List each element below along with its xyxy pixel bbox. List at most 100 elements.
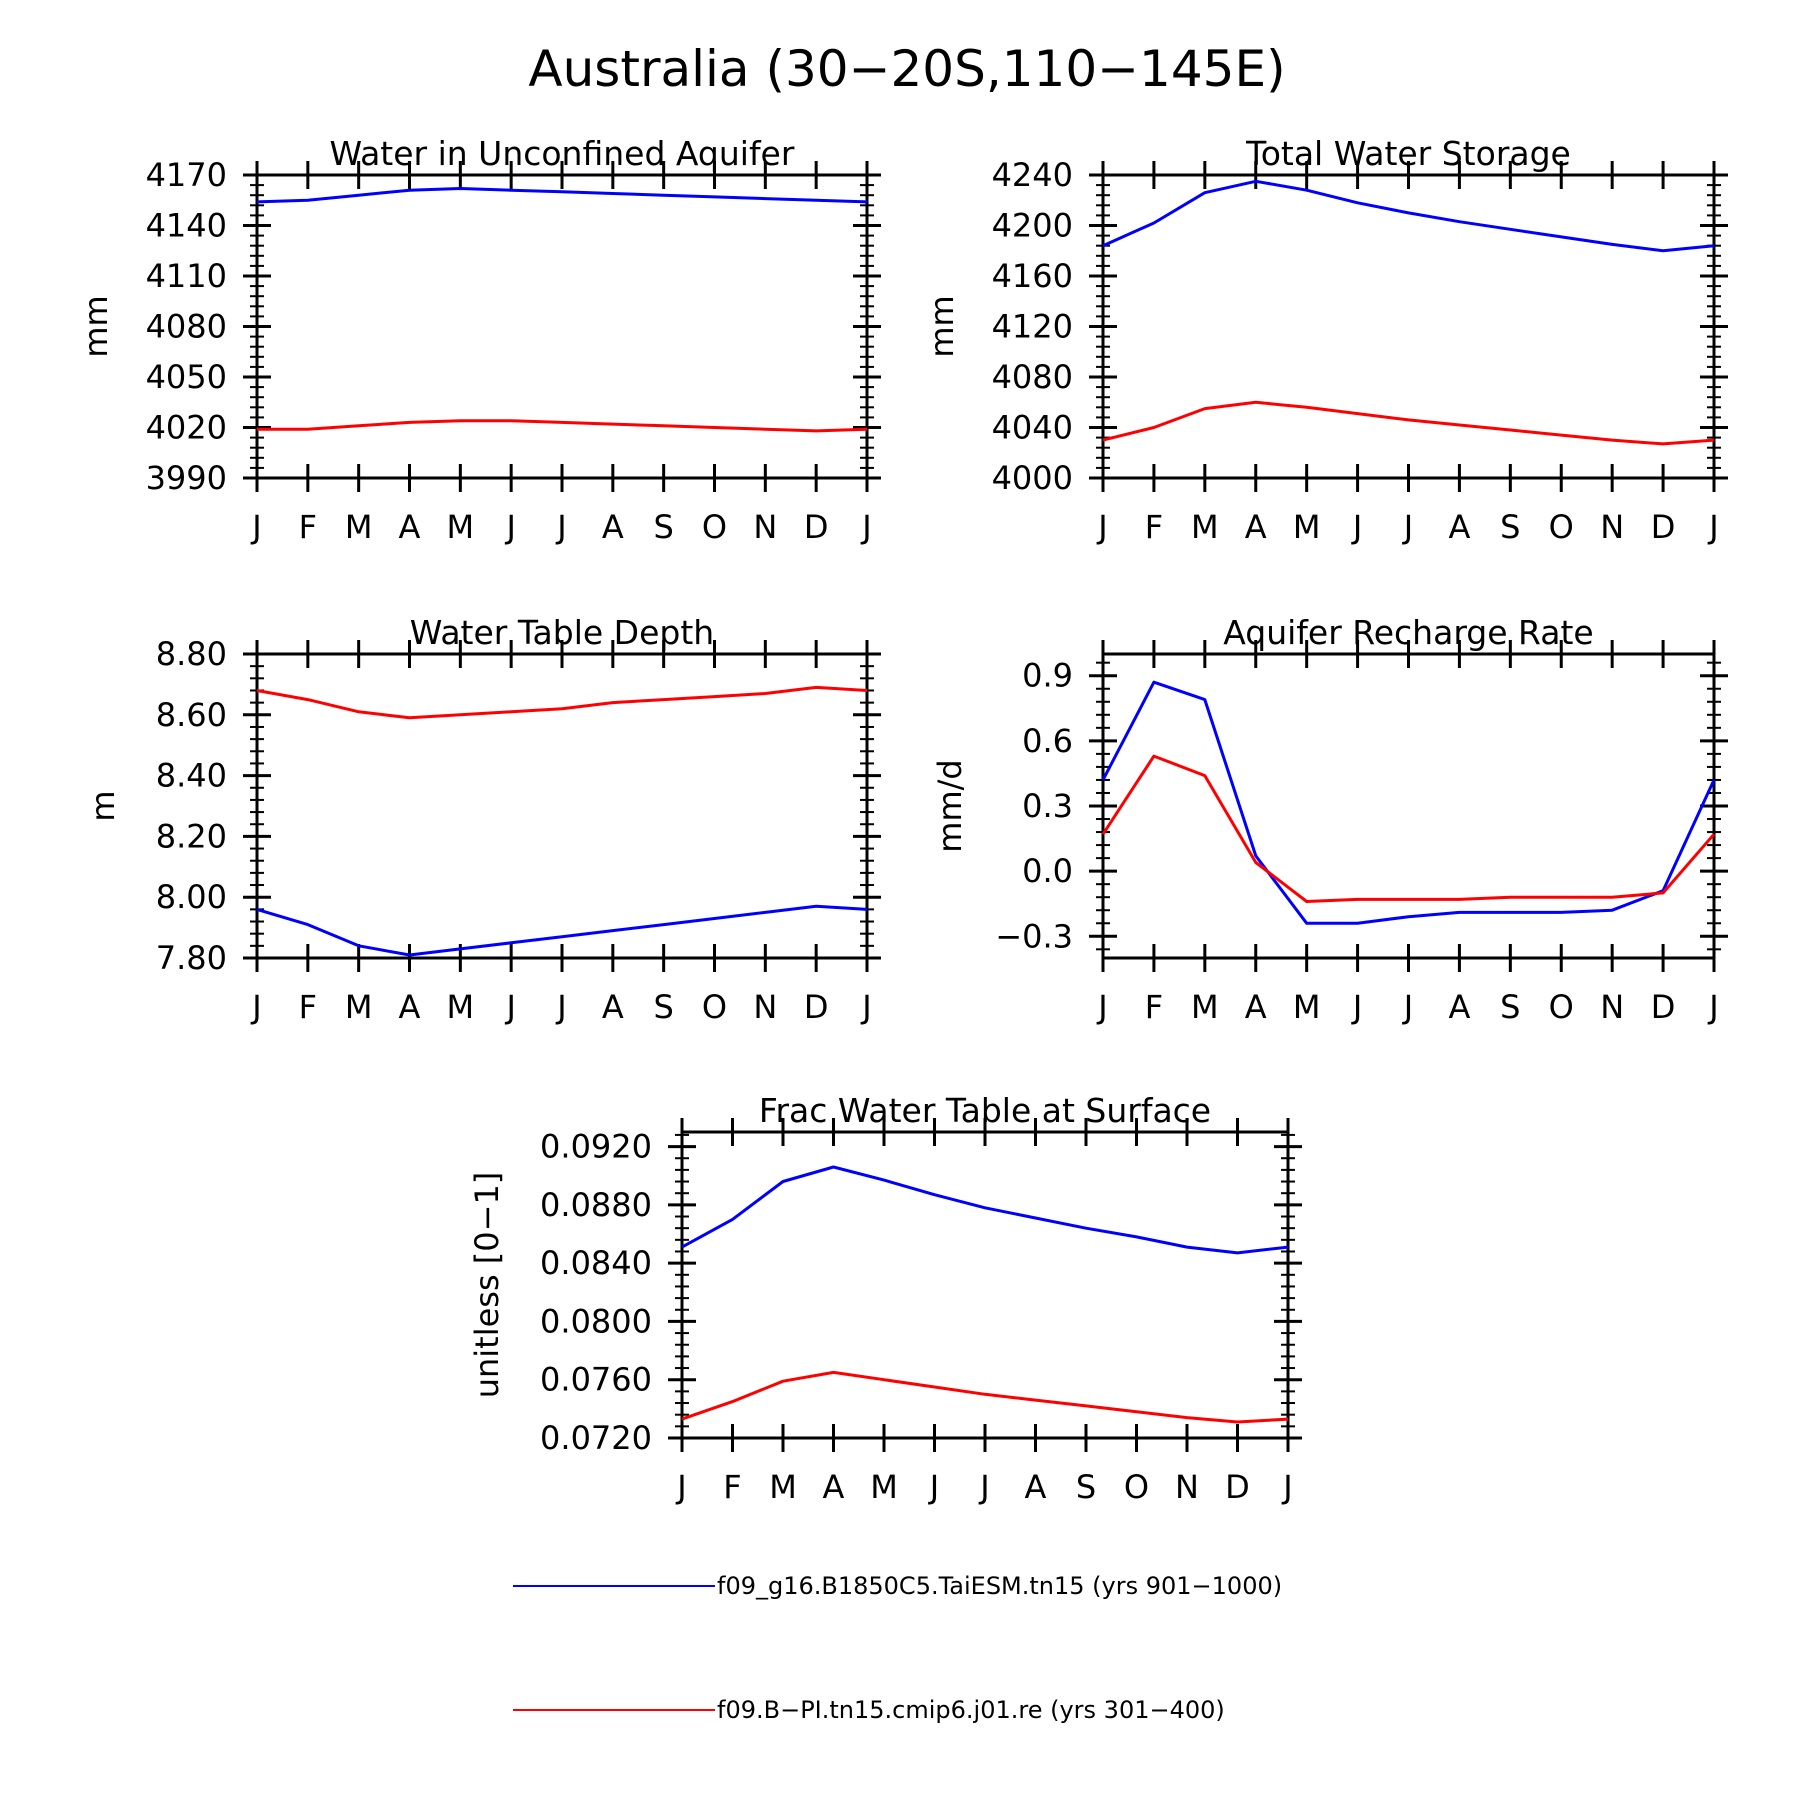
y-axis-label: mm/d bbox=[931, 759, 969, 852]
y-tick-label: 0.0 bbox=[1022, 852, 1073, 890]
y-tick-label: 3990 bbox=[146, 459, 227, 497]
series-line-red bbox=[681, 1370, 1289, 1424]
x-tick-label: O bbox=[702, 508, 727, 546]
y-tick-label: −0.3 bbox=[995, 917, 1073, 955]
y-tick-label: 4120 bbox=[992, 308, 1073, 346]
x-tick-label: M bbox=[345, 508, 373, 546]
x-tick-label: J bbox=[928, 1468, 939, 1506]
y-tick-label: 0.0920 bbox=[540, 1128, 652, 1166]
x-tick-label: J bbox=[860, 508, 871, 546]
y-axis-label: mm bbox=[923, 295, 961, 357]
figure-title: Australia (30−20S,110−145E) bbox=[528, 40, 1285, 98]
y-tick-label: 4050 bbox=[146, 358, 227, 396]
x-tick-label: J bbox=[504, 508, 515, 546]
plot-frame bbox=[1101, 652, 1716, 960]
x-tick-label: J bbox=[1707, 988, 1718, 1026]
legend: f09_g16.B1850C5.TaiESM.tn15 (yrs 901−100… bbox=[513, 1572, 1282, 1724]
x-tick-label: A bbox=[399, 508, 421, 546]
x-tick-label: J bbox=[504, 988, 515, 1026]
x-tick-label: N bbox=[753, 988, 777, 1026]
x-tick-label: A bbox=[602, 508, 624, 546]
x-tick-label: J bbox=[555, 988, 566, 1026]
x-tick-label: M bbox=[1293, 988, 1321, 1026]
x-tick-label: M bbox=[1191, 988, 1219, 1026]
x-tick-label: M bbox=[345, 988, 373, 1026]
series-line-blue bbox=[1101, 680, 1716, 925]
y-tick-label: 0.0760 bbox=[540, 1361, 652, 1399]
x-tick-label: J bbox=[1351, 988, 1362, 1026]
y-tick-label: 8.20 bbox=[156, 817, 227, 855]
x-tick-label: F bbox=[299, 988, 317, 1026]
x-tick-label: A bbox=[1025, 1468, 1047, 1506]
y-tick-label: 4140 bbox=[146, 207, 227, 245]
x-tick-label: N bbox=[753, 508, 777, 546]
x-tick-label: F bbox=[1145, 988, 1163, 1026]
x-tick-label: J bbox=[1402, 508, 1413, 546]
x-tick-label: S bbox=[1500, 508, 1520, 546]
x-tick-label: F bbox=[723, 1468, 741, 1506]
y-axis-label: unitless [0−1] bbox=[468, 1172, 506, 1399]
series-line-red bbox=[1102, 400, 1715, 446]
x-tick-label: A bbox=[1448, 508, 1470, 546]
x-tick-label: J bbox=[250, 508, 261, 546]
x-tick-label: A bbox=[1245, 988, 1267, 1026]
x-tick-label: A bbox=[1448, 988, 1470, 1026]
plot-frame bbox=[680, 1130, 1290, 1440]
x-tick-label: J bbox=[1281, 1468, 1292, 1506]
x-tick-label: D bbox=[804, 988, 829, 1026]
x-tick-label: D bbox=[1651, 508, 1676, 546]
x-tick-label: D bbox=[804, 508, 829, 546]
y-tick-label: 0.0840 bbox=[540, 1244, 652, 1282]
x-tick-label: S bbox=[1500, 988, 1520, 1026]
x-tick-label: J bbox=[250, 988, 261, 1026]
x-tick-label: M bbox=[769, 1468, 797, 1506]
x-tick-label: J bbox=[1707, 508, 1718, 546]
x-tick-label: F bbox=[299, 508, 317, 546]
x-tick-label: O bbox=[1549, 988, 1574, 1026]
y-tick-label: 4170 bbox=[146, 156, 227, 194]
y-axis-label: m bbox=[84, 790, 122, 821]
y-tick-label: 0.3 bbox=[1022, 787, 1073, 825]
series-line-red bbox=[1101, 754, 1716, 903]
x-tick-label: A bbox=[823, 1468, 845, 1506]
y-tick-label: 8.80 bbox=[156, 635, 227, 673]
series-line-blue bbox=[681, 1165, 1289, 1255]
y-axis-label: mm bbox=[77, 295, 115, 357]
y-tick-label: 4040 bbox=[992, 409, 1073, 447]
series-line-red bbox=[257, 419, 868, 433]
x-tick-label: O bbox=[702, 988, 727, 1026]
y-tick-label: 4020 bbox=[146, 409, 227, 447]
x-tick-label: O bbox=[1124, 1468, 1149, 1506]
y-tick-label: 0.0800 bbox=[540, 1302, 652, 1340]
y-tick-label: 4080 bbox=[146, 308, 227, 346]
x-tick-label: F bbox=[1145, 508, 1163, 546]
x-tick-label: A bbox=[1245, 508, 1267, 546]
x-tick-label: N bbox=[1600, 988, 1624, 1026]
x-tick-label: J bbox=[675, 1468, 686, 1506]
x-tick-label: D bbox=[1651, 988, 1676, 1026]
x-tick-label: J bbox=[1402, 988, 1413, 1026]
x-tick-label: M bbox=[1293, 508, 1321, 546]
plot-frame bbox=[1101, 173, 1716, 480]
x-tick-label: M bbox=[447, 988, 475, 1026]
x-tick-label: J bbox=[1096, 508, 1107, 546]
y-tick-label: 0.0720 bbox=[540, 1419, 652, 1457]
x-tick-label: N bbox=[1600, 508, 1624, 546]
series-line-blue bbox=[1102, 179, 1715, 253]
y-tick-label: 4200 bbox=[992, 207, 1073, 245]
x-tick-label: D bbox=[1225, 1468, 1250, 1506]
y-tick-label: 0.6 bbox=[1022, 722, 1073, 760]
y-tick-label: 4000 bbox=[992, 459, 1073, 497]
y-tick-label: 4080 bbox=[992, 358, 1073, 396]
y-tick-label: 8.60 bbox=[156, 696, 227, 734]
x-tick-label: A bbox=[399, 988, 421, 1026]
x-tick-label: J bbox=[978, 1468, 989, 1506]
y-tick-label: 4240 bbox=[992, 156, 1073, 194]
